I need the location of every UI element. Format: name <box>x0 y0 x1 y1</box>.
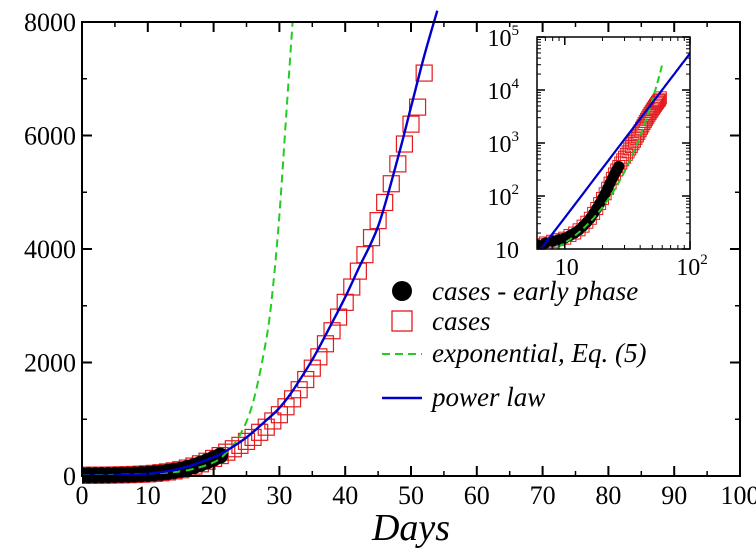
x-tick-label: 100 <box>721 481 756 510</box>
x-tick-label: 70 <box>530 481 556 510</box>
cases-square-marker <box>382 175 400 193</box>
cases-square-marker <box>395 135 414 153</box>
x-tick-label: 60 <box>464 481 490 510</box>
cases-square-marker <box>402 115 420 133</box>
power-law-curve <box>82 10 439 477</box>
inset-plot: 10 102 10 102 103 104 105 <box>488 23 708 281</box>
inset-cases-marker <box>618 150 632 164</box>
inset-x-tick-label: 10 <box>555 255 579 281</box>
inset-x-tick-label: 102 <box>676 252 708 281</box>
legend-label: exponential, Eq. (5) <box>432 338 646 368</box>
legend-label: cases <box>432 306 490 336</box>
cases-square-marker <box>362 229 381 247</box>
cases-square-marker <box>224 440 242 458</box>
cases-square-marker <box>408 98 427 116</box>
cases-square-marker <box>336 293 354 311</box>
exponential-curve <box>82 21 294 477</box>
inset-early-point <box>613 161 625 173</box>
x-tick-label: 50 <box>398 481 424 510</box>
inset-y-tick-label: 105 <box>488 23 520 52</box>
x-tick-label: 80 <box>595 481 621 510</box>
main-axes: 0 10 20 30 40 50 60 70 80 90 100 0 2000 4000 6000 8000 <box>24 8 756 510</box>
inset-data <box>537 52 690 249</box>
y-tick-label: 0 <box>63 462 76 491</box>
main-plot-data <box>82 10 439 484</box>
inset-y-tick-label: 104 <box>488 76 520 105</box>
inset-background <box>537 37 690 249</box>
y-tick-label: 8000 <box>24 8 76 37</box>
x-axis-title: Days <box>371 507 450 548</box>
cases-square-marker <box>356 246 374 264</box>
legend-label: cases - early phase <box>432 276 638 306</box>
cases-square-marker <box>237 432 256 450</box>
cases-square-marker <box>415 64 433 82</box>
legend-label: power law <box>430 382 545 412</box>
x-tick-label: 40 <box>332 481 358 510</box>
inset-exponential-curve <box>552 64 664 249</box>
x-tick-label: 10 <box>135 481 161 510</box>
x-tick-label: 90 <box>661 481 687 510</box>
y-tick-label: 4000 <box>24 235 76 264</box>
legend-cases-marker <box>391 310 413 332</box>
legend-early-marker <box>392 281 412 301</box>
x-tick-label: 30 <box>266 481 292 510</box>
inset-y-tick-label: 10 <box>495 238 519 264</box>
cases-square-marker <box>376 193 394 212</box>
x-tick-label: 20 <box>201 481 227 510</box>
inset-power-curve <box>539 52 690 249</box>
y-tick-label: 6000 <box>24 122 76 151</box>
x-tick-label: 0 <box>76 481 89 510</box>
inset-y-tick-label: 102 <box>488 182 520 211</box>
inset-y-tick-label: 103 <box>488 129 520 158</box>
y-tick-label: 2000 <box>24 349 76 378</box>
